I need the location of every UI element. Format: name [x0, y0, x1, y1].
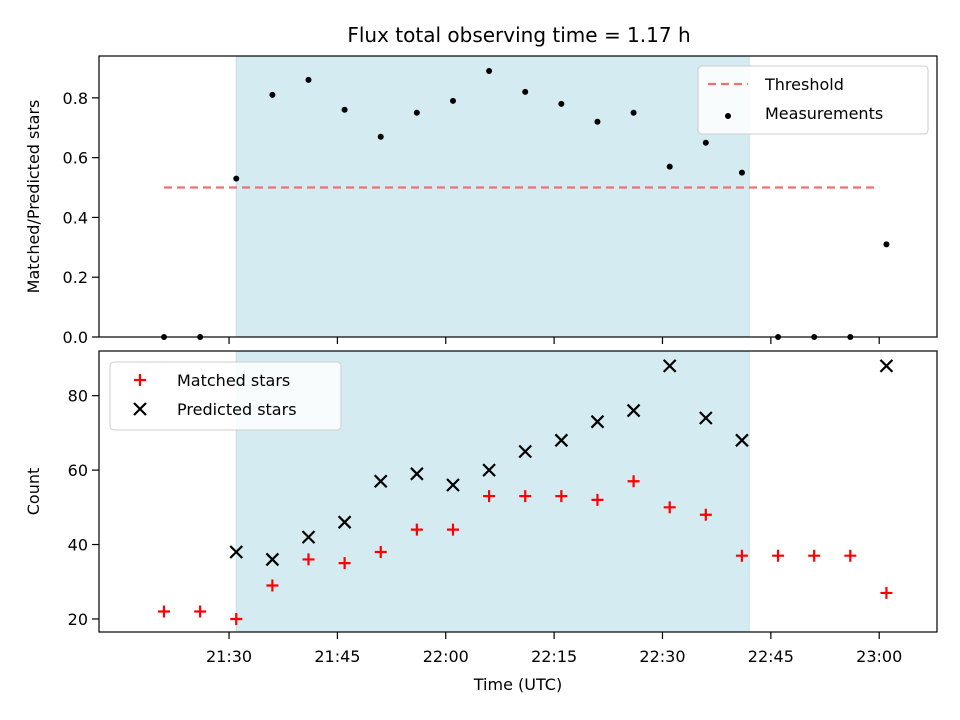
measurement-point	[269, 91, 276, 98]
y-tick-label: 0.8	[63, 89, 88, 108]
x-tick-label: 21:30	[206, 647, 252, 666]
matched-star-point	[808, 549, 821, 562]
matched-star-point	[446, 523, 459, 536]
matched-star-point	[663, 501, 676, 514]
measurement-point	[522, 88, 529, 95]
predicted-star-point	[554, 433, 569, 448]
measurement-point	[305, 76, 312, 83]
measurement-point	[341, 106, 348, 113]
matched-star-point	[158, 605, 171, 618]
matched-star-point	[735, 549, 748, 562]
measurement-point	[702, 139, 709, 146]
y-tick-label: 60	[68, 461, 88, 480]
x-tick-label: 23:00	[856, 647, 902, 666]
y-tick-label: 0.4	[63, 208, 88, 227]
matched-star-point	[410, 523, 423, 536]
bottom-panel: 20 40 60 80 21:30 21:45 22:00 22:15 22:30 22:45 23…	[24, 350, 938, 694]
matched-star-point	[519, 490, 532, 503]
matched-star-point	[266, 579, 279, 592]
measurement-point	[594, 118, 601, 125]
legend-label: Matched stars	[177, 371, 290, 390]
predicted-star-point	[337, 515, 352, 529]
y-tick-label: 20	[68, 610, 88, 629]
predicted-star-point	[735, 433, 749, 448]
y-axis-label: Matched/Predicted stars	[24, 100, 43, 294]
measurement-point	[558, 100, 565, 107]
matched-star-point	[194, 605, 207, 618]
measurement-point	[883, 241, 890, 248]
x-tick-label: 22:00	[423, 647, 469, 666]
measurement-point	[449, 97, 456, 104]
measurement-point	[486, 67, 493, 74]
measurement-point	[377, 133, 384, 140]
x-tick-label: 22:15	[531, 647, 577, 666]
y-axis-label: Count	[24, 468, 43, 516]
y-tick-label: 0.2	[63, 268, 88, 287]
matched-star-point	[338, 557, 351, 570]
x-tick-label: 21:45	[314, 647, 360, 666]
predicted-star-point	[446, 478, 460, 492]
legend-label: Threshold	[764, 75, 844, 94]
y-tick-label: 0.6	[63, 149, 88, 168]
matched-star-point	[844, 549, 857, 562]
predicted-star-point	[265, 552, 280, 567]
predicted-star-point	[373, 474, 388, 489]
matched-star-point	[483, 490, 496, 503]
predicted-star-point	[410, 467, 424, 481]
matched-star-point	[772, 549, 785, 562]
legend-label: Predicted stars	[177, 400, 297, 419]
measurement-point	[738, 169, 745, 176]
matched-star-point	[627, 475, 640, 488]
matched-star-point	[230, 612, 243, 625]
matched-star-point	[555, 490, 568, 503]
measurement-point	[630, 109, 637, 116]
matched-star-point	[880, 586, 893, 599]
predicted-star-point	[518, 444, 533, 459]
matched-star-point	[591, 493, 604, 506]
axes-frame	[98, 55, 938, 338]
chart-title: Flux total observing time = 1.17 h	[347, 23, 690, 47]
predicted-star-point	[301, 530, 316, 544]
x-axis-label: Time (UTC)	[473, 675, 562, 694]
y-tick-label: 40	[68, 536, 88, 555]
legend-label: Measurements	[765, 104, 883, 123]
measurement-point	[233, 175, 240, 182]
x-tick-label: 22:30	[639, 647, 685, 666]
legend-box	[109, 361, 342, 431]
matched-star-point	[374, 545, 387, 558]
legend-box	[697, 65, 929, 135]
y-tick-label: 0.0	[63, 328, 88, 347]
predicted-star-point	[662, 359, 677, 373]
legend-swatch-measurements	[725, 113, 731, 119]
predicted-star-point	[879, 359, 894, 373]
predicted-star-point	[590, 414, 605, 429]
legend-swatch-matched	[134, 374, 146, 386]
predicted-star-point	[699, 411, 713, 425]
matched-star-point	[302, 553, 315, 566]
legend-swatch-predicted	[133, 402, 147, 416]
predicted-star-point	[626, 403, 641, 418]
measurement-point	[413, 109, 420, 116]
axes-frame	[98, 350, 938, 633]
predicted-star-point	[229, 545, 244, 559]
top-panel: 0.0 0.2 0.4 0.6 0.8 Matched/Predicted stars Th…	[24, 55, 938, 347]
matched-star-point	[699, 508, 712, 521]
x-tick-label: 22:45	[748, 647, 794, 666]
shaded-region	[235, 55, 750, 338]
y-tick-label: 80	[68, 387, 88, 406]
predicted-star-point	[482, 463, 496, 477]
measurement-point	[666, 163, 673, 170]
